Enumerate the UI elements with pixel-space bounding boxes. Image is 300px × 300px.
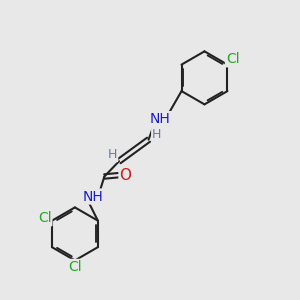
Text: Cl: Cl (68, 260, 82, 274)
Text: NH: NH (150, 112, 171, 126)
Text: H: H (108, 148, 117, 161)
Text: H: H (152, 128, 161, 141)
Text: O: O (120, 167, 132, 182)
Text: Cl: Cl (38, 211, 51, 225)
Text: NH: NH (82, 190, 103, 203)
Text: Cl: Cl (226, 52, 239, 66)
